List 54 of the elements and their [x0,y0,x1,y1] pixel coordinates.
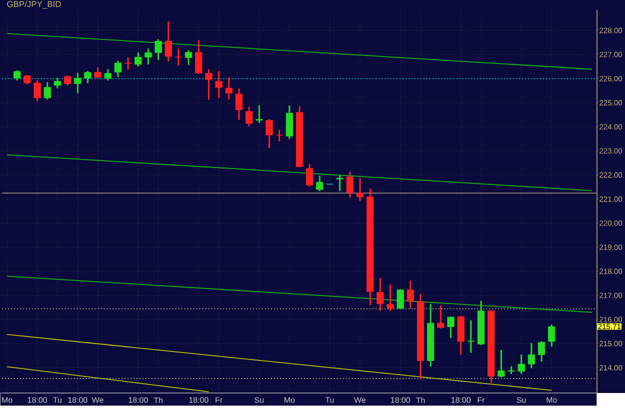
candlestick [518,354,525,374]
candlestick [205,69,212,100]
candlestick [134,52,142,66]
candlestick [114,60,122,78]
candlestick [225,77,232,100]
candlestick [477,300,485,346]
candlestick [316,176,324,192]
candlestick [427,304,434,367]
candlestick [376,278,384,311]
candlestick [84,70,92,84]
candlestick [386,284,394,312]
candlestick [286,105,293,140]
candlestick [538,341,546,362]
candlestick [276,130,283,142]
candlestick [366,188,374,306]
candlestick [488,310,495,383]
candlestick [356,178,364,202]
candlestick [437,305,444,328]
candlestick [467,320,475,353]
candlestick [44,82,51,100]
candlestick [266,119,273,148]
candlestick [447,316,454,338]
candlestick [34,80,41,102]
candlestick [124,57,132,70]
candlestick [164,21,172,62]
chart-title: GBP/JPY_BID [7,0,61,9]
candlestick [508,366,515,374]
candlestick [457,316,464,355]
candlestick [256,105,263,124]
candlestick [24,74,31,85]
candlestick [396,289,404,310]
candlestick [74,72,82,94]
candlestick [346,172,354,198]
candlestick [416,294,424,380]
candlestick [144,48,152,64]
candlestick [94,67,102,78]
candlestick [195,40,202,74]
candlestick [154,39,162,60]
candlestick [235,88,243,120]
candlestick [174,48,182,66]
candlestick [104,69,112,81]
candlestick [336,174,344,192]
candlestick [215,70,222,98]
candlestick [306,164,314,186]
candlestick [54,78,62,88]
candlestick [184,50,192,65]
candlestick [14,70,21,81]
candlestick [296,106,304,168]
candlestick [548,324,556,347]
candlestick [406,280,414,308]
candlestick [498,350,505,378]
candlestick [528,342,536,368]
candlestick [246,106,253,126]
candlestick [64,76,72,86]
